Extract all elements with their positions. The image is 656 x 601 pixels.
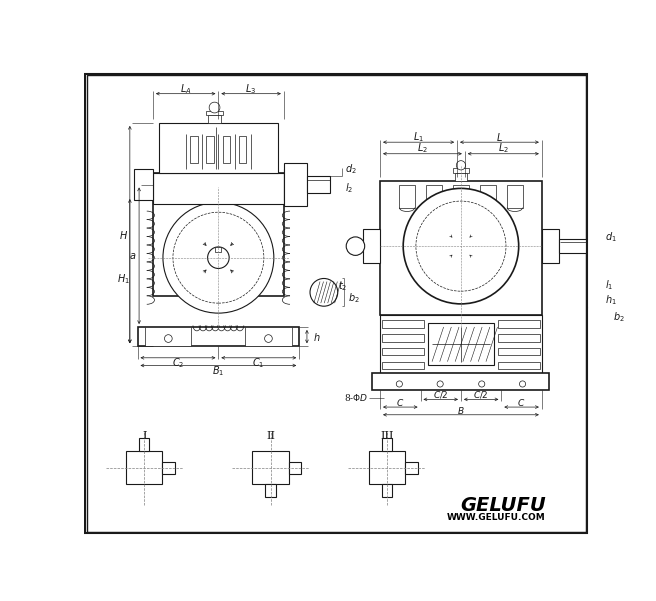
Bar [145, 327, 192, 346]
Bar [382, 348, 424, 355]
Bar [380, 181, 542, 316]
Text: $B_1$: $B_1$ [213, 364, 224, 378]
Bar [207, 115, 222, 123]
Bar [382, 334, 424, 341]
Bar [380, 316, 542, 373]
Bar [284, 169, 302, 200]
Text: $B$: $B$ [457, 404, 464, 416]
Bar [441, 215, 455, 226]
Text: $h$: $h$ [313, 331, 321, 343]
Text: I: I [142, 431, 146, 441]
Text: WWW.GELUFU.COM: WWW.GELUFU.COM [447, 513, 546, 522]
Bar [190, 136, 198, 163]
Circle shape [346, 237, 365, 255]
Bar [495, 215, 508, 226]
Circle shape [209, 102, 220, 113]
Bar [480, 185, 495, 207]
Text: $t_2$: $t_2$ [338, 279, 347, 293]
Bar [426, 185, 441, 207]
Bar [468, 215, 482, 226]
Text: $b_2$: $b_2$ [613, 310, 625, 324]
Text: $C/2$: $C/2$ [473, 389, 489, 400]
Bar [363, 229, 380, 263]
Circle shape [403, 188, 519, 304]
Bar [498, 320, 541, 328]
Bar [134, 169, 153, 200]
Bar [139, 438, 150, 451]
Text: $L_A$: $L_A$ [180, 82, 192, 96]
Bar [206, 111, 223, 115]
Bar [382, 438, 392, 451]
Bar [153, 173, 284, 204]
Text: $C$: $C$ [396, 397, 405, 408]
Text: $h_1$: $h_1$ [605, 293, 617, 307]
Text: GELUFU: GELUFU [460, 496, 546, 515]
Text: $C$: $C$ [518, 397, 525, 408]
Text: II: II [266, 431, 275, 441]
Bar [153, 173, 284, 296]
Bar [453, 185, 468, 207]
Bar [222, 136, 230, 163]
Text: $L_2$: $L_2$ [417, 141, 428, 155]
Bar [382, 320, 424, 328]
Bar [400, 185, 415, 207]
Text: $b_2$: $b_2$ [348, 291, 359, 305]
Bar [138, 327, 299, 346]
Text: 8-$\Phi D$: 8-$\Phi D$ [344, 392, 369, 403]
Bar [498, 348, 541, 355]
Bar [253, 451, 289, 484]
Circle shape [163, 203, 274, 313]
Bar [559, 239, 586, 253]
Text: III: III [380, 431, 394, 441]
Text: $d_1$: $d_1$ [605, 230, 617, 244]
Bar [289, 462, 302, 474]
Text: $l_2$: $l_2$ [346, 182, 354, 195]
Bar [207, 136, 214, 163]
Bar [245, 327, 291, 346]
Circle shape [207, 247, 229, 269]
Bar [405, 462, 418, 474]
Bar [159, 123, 278, 173]
Bar [284, 163, 307, 206]
Text: $L_3$: $L_3$ [245, 82, 256, 96]
Text: $C_2$: $C_2$ [172, 356, 184, 370]
Text: $a$: $a$ [129, 251, 136, 261]
Circle shape [590, 297, 609, 318]
Bar [428, 323, 494, 365]
Text: $C/2$: $C/2$ [433, 389, 449, 400]
Bar [498, 334, 541, 341]
Bar [453, 168, 468, 173]
Bar [373, 373, 550, 390]
Bar [215, 246, 222, 252]
Bar [369, 451, 405, 484]
Bar [498, 362, 541, 370]
Bar [382, 362, 424, 370]
Bar [126, 451, 163, 484]
Text: $H_1$: $H_1$ [117, 272, 130, 285]
Text: $L_2$: $L_2$ [498, 141, 509, 155]
Bar [239, 136, 247, 163]
Circle shape [310, 278, 338, 306]
Text: $C_1$: $C_1$ [252, 356, 264, 370]
Bar [382, 484, 392, 497]
Bar [266, 484, 276, 497]
Text: $d_2$: $d_2$ [346, 162, 357, 176]
Text: $l_1$: $l_1$ [605, 278, 613, 291]
Bar [413, 215, 428, 226]
Text: $H$: $H$ [119, 228, 128, 240]
Bar [542, 229, 559, 263]
Bar [507, 185, 523, 207]
Bar [455, 173, 467, 181]
Bar [307, 176, 330, 193]
Circle shape [457, 160, 466, 170]
Text: $L_1$: $L_1$ [413, 130, 424, 144]
Bar [163, 462, 175, 474]
Text: $L$: $L$ [496, 131, 503, 143]
